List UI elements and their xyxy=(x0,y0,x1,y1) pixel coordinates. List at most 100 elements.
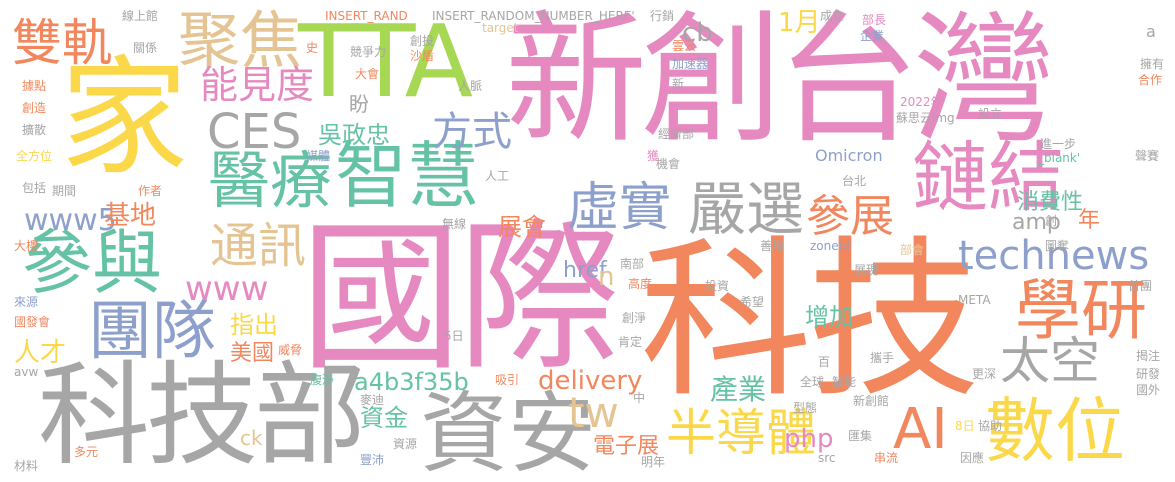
word-wuzhengzhong: 吳政忠 xyxy=(318,121,390,149)
word-jujiao: 聚焦 xyxy=(178,4,303,77)
word-target: target xyxy=(482,21,519,35)
word-rengong: 人工 xyxy=(485,169,510,183)
word-yiliao: 醫療 xyxy=(208,144,333,217)
word-duoyuan: 多元 xyxy=(74,445,99,459)
word-guoji: 國際 xyxy=(300,205,620,393)
word-wuxian: 無線 xyxy=(442,217,467,231)
word-tuduo: 圖奪 xyxy=(1045,239,1070,253)
word-img: img xyxy=(932,111,955,125)
word-kejibu: 科技部 xyxy=(38,351,366,481)
word-yunyun: 雲云 xyxy=(672,39,697,53)
word-jia: 家 xyxy=(60,44,189,193)
word-buhui: 部會 xyxy=(900,243,925,257)
word-tw: tw xyxy=(568,388,619,437)
word-taibei: 台北 xyxy=(842,174,867,188)
word-tongxun: 通訊 xyxy=(210,218,307,274)
word-xiaofeixing: 消費性 xyxy=(1017,190,1084,215)
word-chengli: 成立 xyxy=(820,9,845,23)
word-huiji: 匯集 xyxy=(848,429,873,443)
word-shoutuan: 首團 xyxy=(1128,279,1153,293)
word-xingxiao: 行銷 xyxy=(650,9,675,23)
word-insert-random-number: INSERT_RANDOM_NUMBER_HERE' xyxy=(432,9,635,23)
word-xiyin: 吸引 xyxy=(495,373,520,387)
word-shanyong: 善用 xyxy=(760,239,785,253)
word-chuangtou: 創投 xyxy=(410,34,435,48)
word-renmai: 人脈 xyxy=(458,79,483,93)
word-dianzizhan: 電子展 xyxy=(593,434,660,459)
word-shuwei: 數位 xyxy=(985,390,1125,472)
word-fengpei: 豐沛 xyxy=(360,453,385,467)
word-pan: 盼 xyxy=(349,92,369,116)
word-kending: 肯定 xyxy=(618,335,643,349)
word-meta: META xyxy=(958,293,991,307)
word-chuangjing: 創淨 xyxy=(622,311,647,325)
word-xingtai: 型態 xyxy=(793,401,818,415)
word-tuandui: 團隊 xyxy=(88,295,216,369)
word-judian: 據點 xyxy=(22,79,47,93)
word-gengshen: 更深 xyxy=(972,367,997,381)
word-guowai: 國外 xyxy=(1136,383,1161,397)
word-5ri: 5日 xyxy=(444,329,464,343)
word-guanxi: 關係 xyxy=(133,41,158,55)
word-guofahui: 國發會 xyxy=(14,315,51,329)
word-ck: ck xyxy=(240,426,263,450)
word-href: href xyxy=(563,258,607,283)
word-zhineng: 智能 xyxy=(832,375,857,389)
word-jingzhengli: 競爭力 xyxy=(350,45,387,59)
word-chanye: 產業 xyxy=(710,373,767,406)
word-1yue: 1月 xyxy=(778,8,821,38)
word-www5: www5 xyxy=(24,203,117,238)
word-sheli: 設立 xyxy=(978,107,1003,121)
word-gaodu: 高度 xyxy=(628,277,653,291)
word-zijin: 資金 xyxy=(360,404,408,432)
word-canyu: 參與 xyxy=(22,222,162,304)
word-src: src xyxy=(818,451,836,465)
word-shi: 史 xyxy=(306,41,319,55)
word-zhanxian: 展現 xyxy=(854,263,879,277)
word-nanbu: 南部 xyxy=(620,257,645,271)
word-tta: TTA xyxy=(298,3,473,120)
word-ai: AI xyxy=(893,397,948,462)
word-canzhan: 參展 xyxy=(806,191,894,242)
word-ziyuan: 資源 xyxy=(393,437,418,451)
word-blank: _blank' xyxy=(1038,151,1081,165)
word-jingjibu: 經濟部 xyxy=(658,127,695,141)
word-fujing: 腹淨 xyxy=(310,373,335,387)
word-qiye: 企業 xyxy=(860,29,885,43)
word-a: a xyxy=(1146,22,1156,41)
word-yanfa: 研發 xyxy=(1136,367,1161,381)
word-zian: 資安 xyxy=(420,382,597,482)
word-baokuo: 包括 xyxy=(22,181,47,195)
word-kuosan: 擴散 xyxy=(22,123,47,137)
word-hezuo: 合作 xyxy=(1138,73,1163,87)
word-shengsai: 聲賽 xyxy=(1135,149,1160,163)
word-dahui: 大會 xyxy=(355,67,380,81)
word-rencai: 人才 xyxy=(14,338,67,368)
word-taikong: 太空 xyxy=(1000,332,1100,390)
word-zhichu: 指出 xyxy=(230,311,278,339)
word-xinchuang-taiwan: 新創台灣 xyxy=(505,0,1055,163)
word-delivery: delivery xyxy=(538,366,643,396)
word-xianshangguan: 線上館 xyxy=(122,9,159,23)
word-yinying: 因應 xyxy=(960,451,985,465)
word-nengjiandu: 能見度 xyxy=(200,63,315,107)
word-8ri: 8日 xyxy=(955,419,975,433)
word-keji: 科技 xyxy=(640,220,980,421)
word-cb: cb xyxy=(682,18,713,48)
word-jiezhu: 揭注 xyxy=(1136,349,1161,363)
word-meiguo: 美國 xyxy=(230,341,275,366)
word-zhihui: 智慧 xyxy=(335,134,480,218)
word-huo: 獲 xyxy=(647,149,660,163)
word-bandaoti: 半導體 xyxy=(666,404,816,462)
word-omicron: Omicron xyxy=(815,146,883,165)
word-zoneid: zoneid xyxy=(810,239,850,253)
word-www: www xyxy=(185,269,269,309)
word-a4b3f35b: a4b3f35b xyxy=(354,368,469,396)
word-xiezhu: 協助 xyxy=(978,419,1003,433)
word-zhong: 中 xyxy=(633,391,646,405)
word-xueyan: 學研 xyxy=(1015,272,1147,349)
word-quanfangwei: 全方位 xyxy=(16,149,53,163)
word-nian: 年 xyxy=(1078,208,1101,233)
word-quanqiu: 全球 xyxy=(800,375,825,389)
